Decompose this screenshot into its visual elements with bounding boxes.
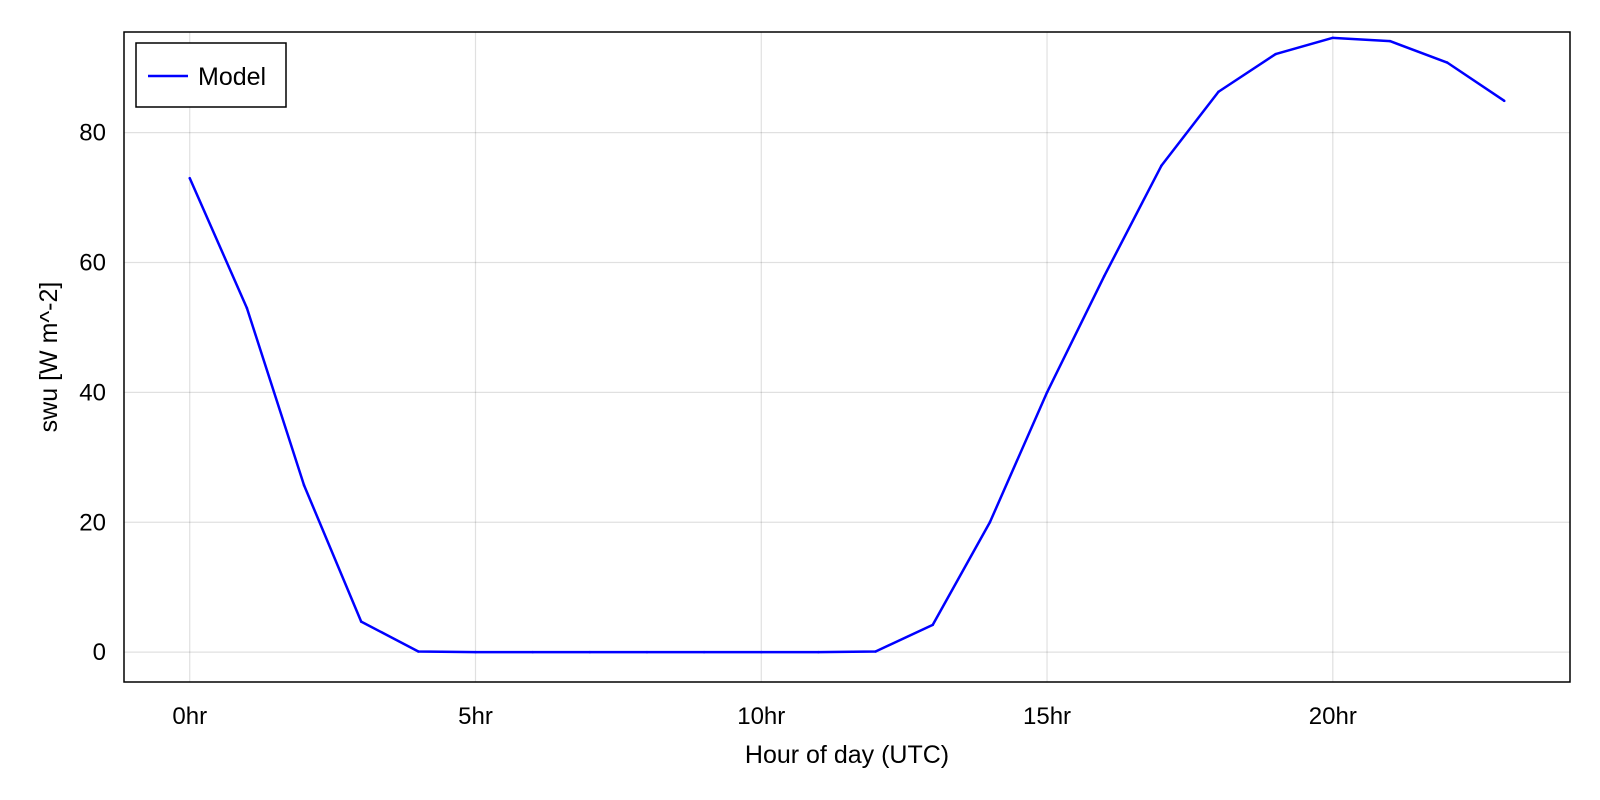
data-point [702,650,706,654]
data-point [1445,61,1449,64]
data-point [1045,391,1049,394]
data-point [817,650,820,654]
data-point [1388,39,1392,43]
data-point [417,650,420,653]
y-tick-label: 0 [93,639,106,666]
y-axis-title: swu [W m^-2] [35,282,63,433]
legend-box [135,42,287,108]
data-point [245,306,249,310]
data-point [760,650,763,654]
data-point [1503,99,1506,103]
data-point [359,620,363,623]
series-line-model [188,36,1505,654]
y-tick-label: 40 [79,379,106,406]
data-point [531,650,534,654]
y-tick-label: 60 [79,250,106,277]
data-point [302,484,306,487]
data-point [1160,164,1163,168]
x-axis-title: Hour of day (UTC) [745,741,949,769]
x-tick-label: 0hr [172,703,207,730]
data-point [1217,90,1220,93]
data-point [1331,36,1335,40]
x-tick-label: 5hr [458,703,493,730]
data-point [988,521,992,524]
data-point [1102,274,1106,278]
data-point [588,650,592,654]
data-point [188,176,191,180]
x-tick-label: 20hr [1309,703,1357,730]
data-point [474,650,477,654]
data-point [1274,52,1277,56]
legend-label-model: Model [198,63,266,91]
x-axis-ticks: 0hr 5hr 10hr 15hr 20hr [172,703,1357,730]
x-tick-label: 15hr [1023,703,1071,730]
series-layer [188,36,1506,654]
data-point [645,650,649,654]
y-axis-ticks: 0 20 40 60 80 [79,120,106,666]
x-tick-label: 10hr [737,703,785,730]
plot-frame [123,31,1571,683]
y-tick-label: 80 [79,120,106,147]
legend: Model [135,42,287,108]
data-point [874,650,877,653]
data-point [931,623,934,627]
y-tick-label: 20 [79,509,106,536]
